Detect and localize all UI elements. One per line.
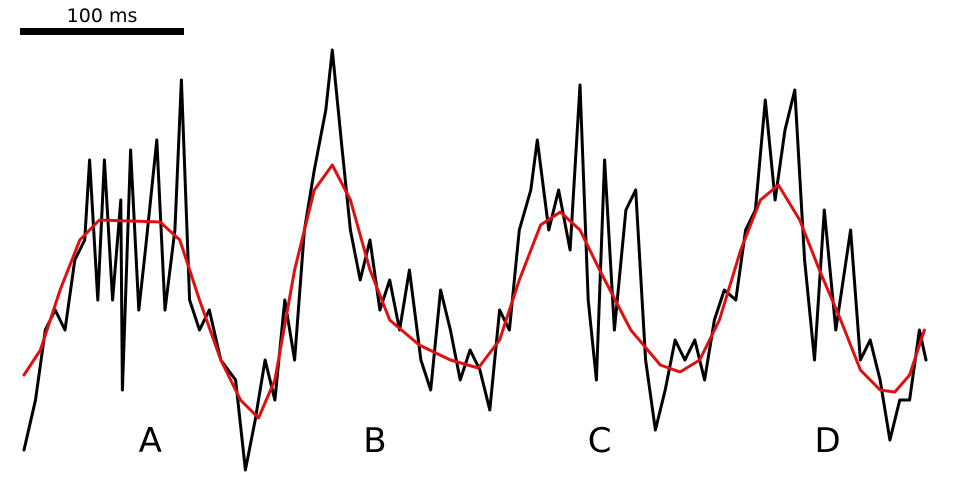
annotation: D	[815, 421, 841, 461]
annotation: C	[588, 421, 612, 461]
annotation: A	[139, 421, 162, 461]
scale-bar-label: 100 ms	[67, 5, 138, 27]
series-line	[22, 163, 926, 420]
annotation: B	[363, 421, 386, 461]
scale-bar	[20, 28, 184, 35]
series-line	[22, 48, 928, 472]
